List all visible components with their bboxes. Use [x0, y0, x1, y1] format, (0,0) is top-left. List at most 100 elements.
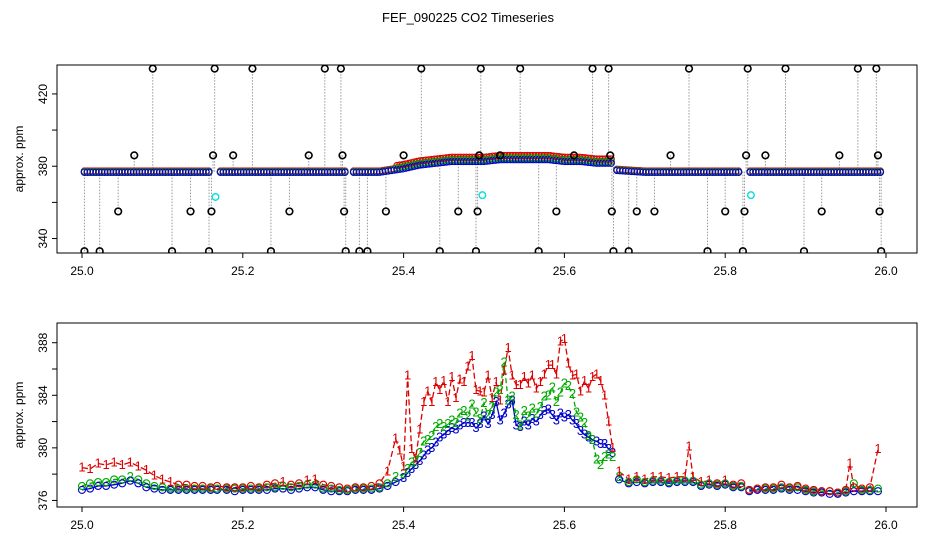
bottom-marker-3 — [383, 481, 392, 491]
top-spike-marker — [624, 247, 633, 253]
bottom-marker-3: 3 — [412, 457, 419, 472]
bottom-marker-2: 2 — [521, 403, 528, 418]
bottom-marker-1: 1 — [569, 368, 576, 383]
bottom-marker-3: 3 — [464, 415, 471, 430]
bottom-marker-3 — [85, 484, 95, 493]
bottom-marker-1: 1 — [529, 368, 536, 383]
bottom-marker-1: 1 — [874, 441, 881, 456]
bottom-series-1-line — [749, 449, 879, 494]
top-spike-markers — [80, 65, 886, 253]
bottom-marker-3 — [793, 485, 802, 494]
bottom-marker-2 — [102, 477, 111, 487]
top-x-tick-label: 25.0 — [70, 264, 94, 278]
bottom-y-tick-label: 384 — [36, 385, 50, 405]
bottom-marker-1 — [801, 484, 810, 493]
bottom-marker-2 — [94, 477, 103, 487]
bottom-marker-2 — [664, 477, 673, 487]
bottom-marker-1 — [769, 483, 778, 492]
bottom-marker-2: 2 — [537, 399, 544, 414]
bottom-marker-1: 1 — [573, 366, 580, 381]
bottom-marker-3: 3 — [569, 412, 576, 427]
bottom-marker-3: 3 — [601, 436, 608, 451]
bottom-marker-1 — [262, 480, 271, 489]
top-spike-marker — [340, 207, 349, 216]
top-spike-marker — [853, 65, 862, 73]
top-spike-marker — [740, 207, 749, 216]
bottom-marker-1 — [817, 487, 826, 496]
bottom-marker-3: 3 — [597, 436, 604, 451]
bottom-marker-1 — [174, 480, 183, 489]
bottom-marker-2: 2 — [509, 389, 516, 404]
bottom-marker-3: 3 — [589, 432, 596, 447]
bottom-marker-1: 1 — [505, 340, 512, 355]
bottom-marker-1: 1 — [94, 456, 101, 471]
bottom-marker-1: 1 — [633, 469, 640, 484]
bottom-marker-1: 1 — [111, 454, 118, 469]
bottom-marker-3: 3 — [573, 416, 580, 431]
top-spike-marker — [569, 151, 579, 160]
bottom-marker-1: 1 — [452, 390, 459, 405]
bottom-marker-2: 2 — [513, 407, 520, 422]
top-spike-marker — [632, 207, 641, 216]
top-spike-marker — [877, 247, 886, 253]
bottom-marker-1: 1 — [436, 382, 443, 397]
bottom-marker-1: 1 — [549, 357, 556, 372]
bottom-marker-1 — [375, 479, 384, 488]
bottom-marker-1: 1 — [119, 457, 126, 472]
bottom-y-tick-label: 376 — [36, 490, 50, 510]
bottom-marker-1 — [213, 481, 222, 491]
bottom-marker-3: 3 — [488, 407, 495, 422]
top-spike-marker — [684, 65, 694, 73]
bottom-marker-2: 2 — [577, 410, 584, 425]
bottom-marker-3: 3 — [468, 415, 475, 430]
bottom-marker-1: 1 — [615, 464, 622, 479]
top-y-axis: 340 380 420 — [36, 84, 57, 249]
top-spike-marker — [588, 65, 597, 73]
bottom-marker-2 — [680, 476, 690, 485]
bottom-marker-2 — [849, 479, 858, 488]
top-spike-marker — [80, 247, 89, 253]
bottom-marker-2: 2 — [448, 412, 455, 427]
bottom-marker-1: 1 — [480, 385, 487, 400]
bottom-marker-1 — [190, 481, 199, 491]
bottom-marker-1: 1 — [565, 356, 572, 371]
top-x-tick-label: 25.2 — [231, 264, 255, 278]
bottom-marker-3 — [327, 487, 336, 496]
bottom-marker-1: 1 — [649, 469, 656, 484]
bottom-marker-2: 2 — [392, 469, 399, 484]
bottom-marker-3: 3 — [460, 415, 467, 430]
bottom-marker-2: 2 — [505, 393, 512, 408]
bottom-marker-2: 2 — [525, 408, 532, 423]
bottom-marker-3: 3 — [517, 419, 524, 434]
bottom-marker-1: 1 — [585, 381, 592, 396]
bottom-marker-1 — [745, 485, 754, 494]
bottom-marker-1: 1 — [488, 390, 495, 405]
bottom-marker-2: 2 — [605, 446, 612, 461]
bottom-marker-3: 3 — [525, 418, 532, 433]
bottom-marker-1: 1 — [641, 471, 648, 486]
bottom-marker-1: 1 — [448, 369, 455, 384]
bottom-marker-2: 2 — [533, 406, 540, 421]
top-spike-marker — [114, 207, 123, 216]
top-spike-marker — [609, 247, 618, 253]
bottom-marker-2 — [246, 484, 255, 493]
bottom-marker-2 — [648, 476, 657, 485]
bottom-marker-1: 1 — [625, 471, 632, 486]
top-spike-marker — [761, 151, 770, 160]
bottom-marker-1: 1 — [589, 369, 596, 384]
bottom-y-axis: 376 380 384 388 — [36, 332, 57, 510]
bottom-marker-2: 2 — [549, 379, 556, 394]
bottom-marker-2: 2 — [573, 404, 580, 419]
bottom-marker-2: 2 — [488, 399, 495, 414]
top-cyan-markers — [211, 191, 755, 201]
top-spike-marker — [355, 247, 364, 253]
bottom-marker-3: 3 — [452, 421, 459, 436]
bottom-marker-1 — [182, 480, 191, 489]
bottom-marker-2: 2 — [557, 385, 564, 400]
top-spike-marker — [872, 65, 881, 73]
top-spike-marker — [338, 151, 347, 160]
bottom-marker-1 — [246, 481, 255, 491]
top-spike-marker — [473, 207, 482, 216]
bottom-marker-1 — [230, 483, 239, 492]
bottom-marker-3: 3 — [513, 418, 520, 433]
